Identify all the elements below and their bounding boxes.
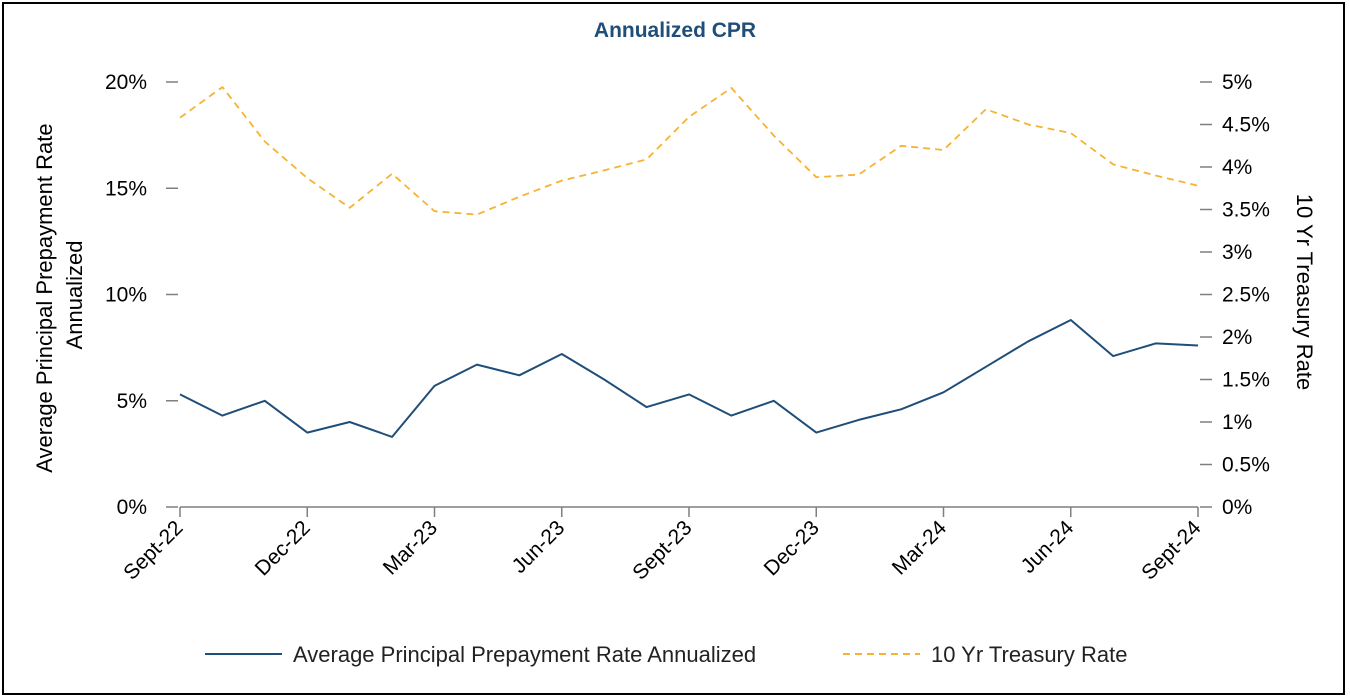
x-tick-label: Sept-24 bbox=[1137, 516, 1205, 584]
x-tick-label: Jun-24 bbox=[1017, 516, 1079, 578]
right-axis-label: 10 Yr Treasury Rate bbox=[1292, 194, 1317, 390]
series-layer bbox=[179, 86, 1199, 438]
right-tick-label: 2.5% bbox=[1222, 284, 1270, 307]
right-tick-label: 1.5% bbox=[1222, 369, 1270, 392]
left-axis-label: Average Principal Prepayment Rate Annual… bbox=[32, 117, 87, 472]
left-tick-label: 0% bbox=[117, 496, 147, 519]
left-axis-label-line-2: Annualized bbox=[62, 241, 87, 350]
legend-treasury-label: 10 Yr Treasury Rate bbox=[931, 642, 1127, 667]
legend-prepayment-label: Average Principal Prepayment Rate Annual… bbox=[293, 642, 756, 667]
x-tick-label: Dec-22 bbox=[251, 516, 315, 580]
chart-title: Annualized CPR bbox=[594, 19, 756, 42]
x-tick-label: Sept-22 bbox=[119, 516, 187, 584]
axes: 0% 5% 10% 15% 20% 0% 0.5% 1% 1.5% 2% 2.5% 3% 3.5% 4% 4… bbox=[105, 71, 1270, 585]
right-tick-label: 5% bbox=[1222, 71, 1252, 94]
right-tick-label: 4.5% bbox=[1222, 114, 1270, 137]
x-tick-label: Dec-23 bbox=[760, 516, 824, 580]
x-tick-label: Mar-24 bbox=[888, 516, 952, 580]
prepayment-rate-line bbox=[179, 319, 1199, 438]
right-tick-label: 1% bbox=[1222, 411, 1252, 434]
treasury-rate-line bbox=[179, 86, 1199, 216]
right-tick-label: 3.5% bbox=[1222, 199, 1270, 222]
right-tick-label: 0.5% bbox=[1222, 454, 1270, 477]
right-tick-label: 4% bbox=[1222, 156, 1252, 179]
right-tick-label: 2% bbox=[1222, 326, 1252, 349]
x-tick-label: Mar-23 bbox=[379, 516, 442, 579]
left-tick-label: 20% bbox=[105, 71, 147, 94]
right-tick-label: 0% bbox=[1222, 496, 1252, 519]
left-tick-label: 10% bbox=[105, 284, 147, 307]
legend: Average Principal Prepayment Rate Annual… bbox=[205, 642, 1127, 667]
x-tick-label: Jun-23 bbox=[508, 516, 570, 578]
right-tick-label: 3% bbox=[1222, 241, 1252, 264]
left-axis-label-line-1: Average Principal Prepayment Rate bbox=[32, 123, 57, 472]
left-tick-label: 15% bbox=[105, 177, 147, 200]
x-tick-label: Sept-23 bbox=[628, 516, 696, 584]
left-tick-label: 5% bbox=[117, 390, 147, 413]
